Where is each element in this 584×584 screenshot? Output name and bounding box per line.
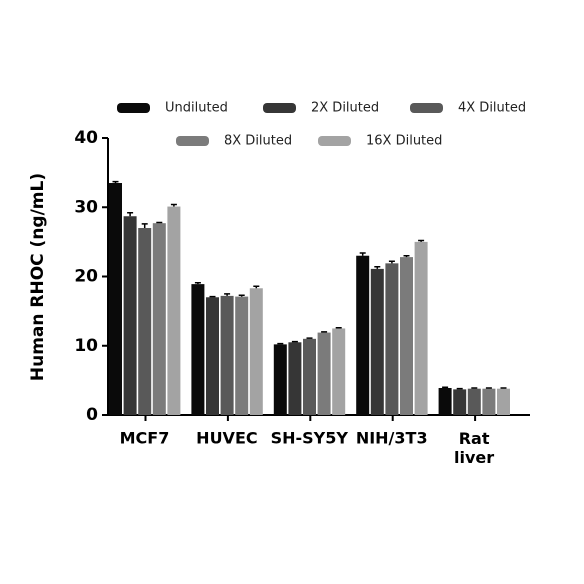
error-bar bbox=[291, 340, 298, 343]
bar bbox=[400, 257, 413, 415]
y-tick-label: 30 bbox=[74, 197, 98, 217]
y-tick-label: 20 bbox=[74, 267, 98, 287]
error-bar bbox=[306, 337, 313, 339]
bar bbox=[370, 268, 384, 415]
error-bar bbox=[277, 342, 284, 345]
error-bar bbox=[141, 223, 148, 229]
legend-swatch bbox=[410, 103, 443, 113]
bar bbox=[288, 342, 302, 415]
error-bar bbox=[156, 221, 163, 224]
error-bar bbox=[335, 326, 342, 329]
error-bar bbox=[500, 387, 507, 389]
bar bbox=[497, 388, 510, 415]
legend-label: Undiluted bbox=[165, 101, 228, 116]
x-tick-label: MCF7 bbox=[120, 429, 170, 448]
x-tick-label: Rat liver bbox=[454, 429, 494, 467]
error-bar bbox=[170, 203, 177, 207]
bar bbox=[414, 241, 428, 415]
error-bar bbox=[253, 285, 260, 289]
error-bar bbox=[359, 252, 366, 256]
x-tick-label: SH-SY5Y bbox=[271, 429, 349, 448]
error-bar bbox=[374, 266, 381, 269]
legend-label: 16X Diluted bbox=[366, 134, 442, 149]
error-bar bbox=[112, 180, 119, 184]
x-tick-label: NIH/3T3 bbox=[356, 429, 428, 448]
bar bbox=[317, 332, 331, 415]
error-bar bbox=[418, 239, 425, 242]
error-bar bbox=[238, 294, 245, 297]
error-bar bbox=[194, 281, 201, 285]
bar bbox=[109, 183, 122, 415]
error-bar bbox=[485, 387, 492, 389]
legend-label: 2X Diluted bbox=[311, 101, 379, 116]
bar bbox=[167, 206, 181, 415]
legend-swatch bbox=[117, 103, 150, 113]
bar bbox=[385, 263, 399, 415]
legend-label: 8X Diluted bbox=[224, 134, 292, 149]
error-bar bbox=[224, 293, 231, 296]
bar bbox=[152, 223, 166, 415]
bar bbox=[482, 388, 496, 415]
bar bbox=[138, 228, 152, 415]
bar bbox=[273, 344, 287, 415]
bar bbox=[467, 388, 481, 415]
error-bar bbox=[456, 387, 463, 390]
bar bbox=[235, 296, 249, 415]
error-bar bbox=[209, 295, 216, 298]
legend-label: 4X Diluted bbox=[458, 101, 526, 116]
bar bbox=[123, 216, 137, 415]
bar bbox=[438, 387, 452, 415]
legend-swatch bbox=[318, 136, 351, 146]
error-bar bbox=[321, 331, 328, 333]
bar bbox=[356, 255, 370, 415]
bar bbox=[220, 295, 234, 415]
x-tick-label: HUVEC bbox=[196, 429, 257, 448]
y-tick-label: 10 bbox=[74, 336, 98, 356]
bar bbox=[206, 297, 219, 415]
y-tick-label: 40 bbox=[74, 128, 98, 148]
legend-swatch bbox=[263, 103, 296, 113]
bar bbox=[332, 328, 346, 415]
error-bar bbox=[403, 254, 410, 258]
y-axis-label: Human RHOC (ng/mL) bbox=[28, 173, 48, 381]
bar bbox=[303, 338, 316, 415]
bar bbox=[453, 389, 467, 415]
error-bar bbox=[442, 386, 449, 389]
error-bar bbox=[388, 260, 395, 264]
error-bar bbox=[471, 387, 478, 389]
bar bbox=[249, 288, 263, 415]
bar bbox=[191, 284, 205, 415]
y-tick-label: 0 bbox=[86, 405, 98, 425]
error-bar bbox=[127, 212, 134, 217]
legend-swatch bbox=[176, 136, 209, 146]
